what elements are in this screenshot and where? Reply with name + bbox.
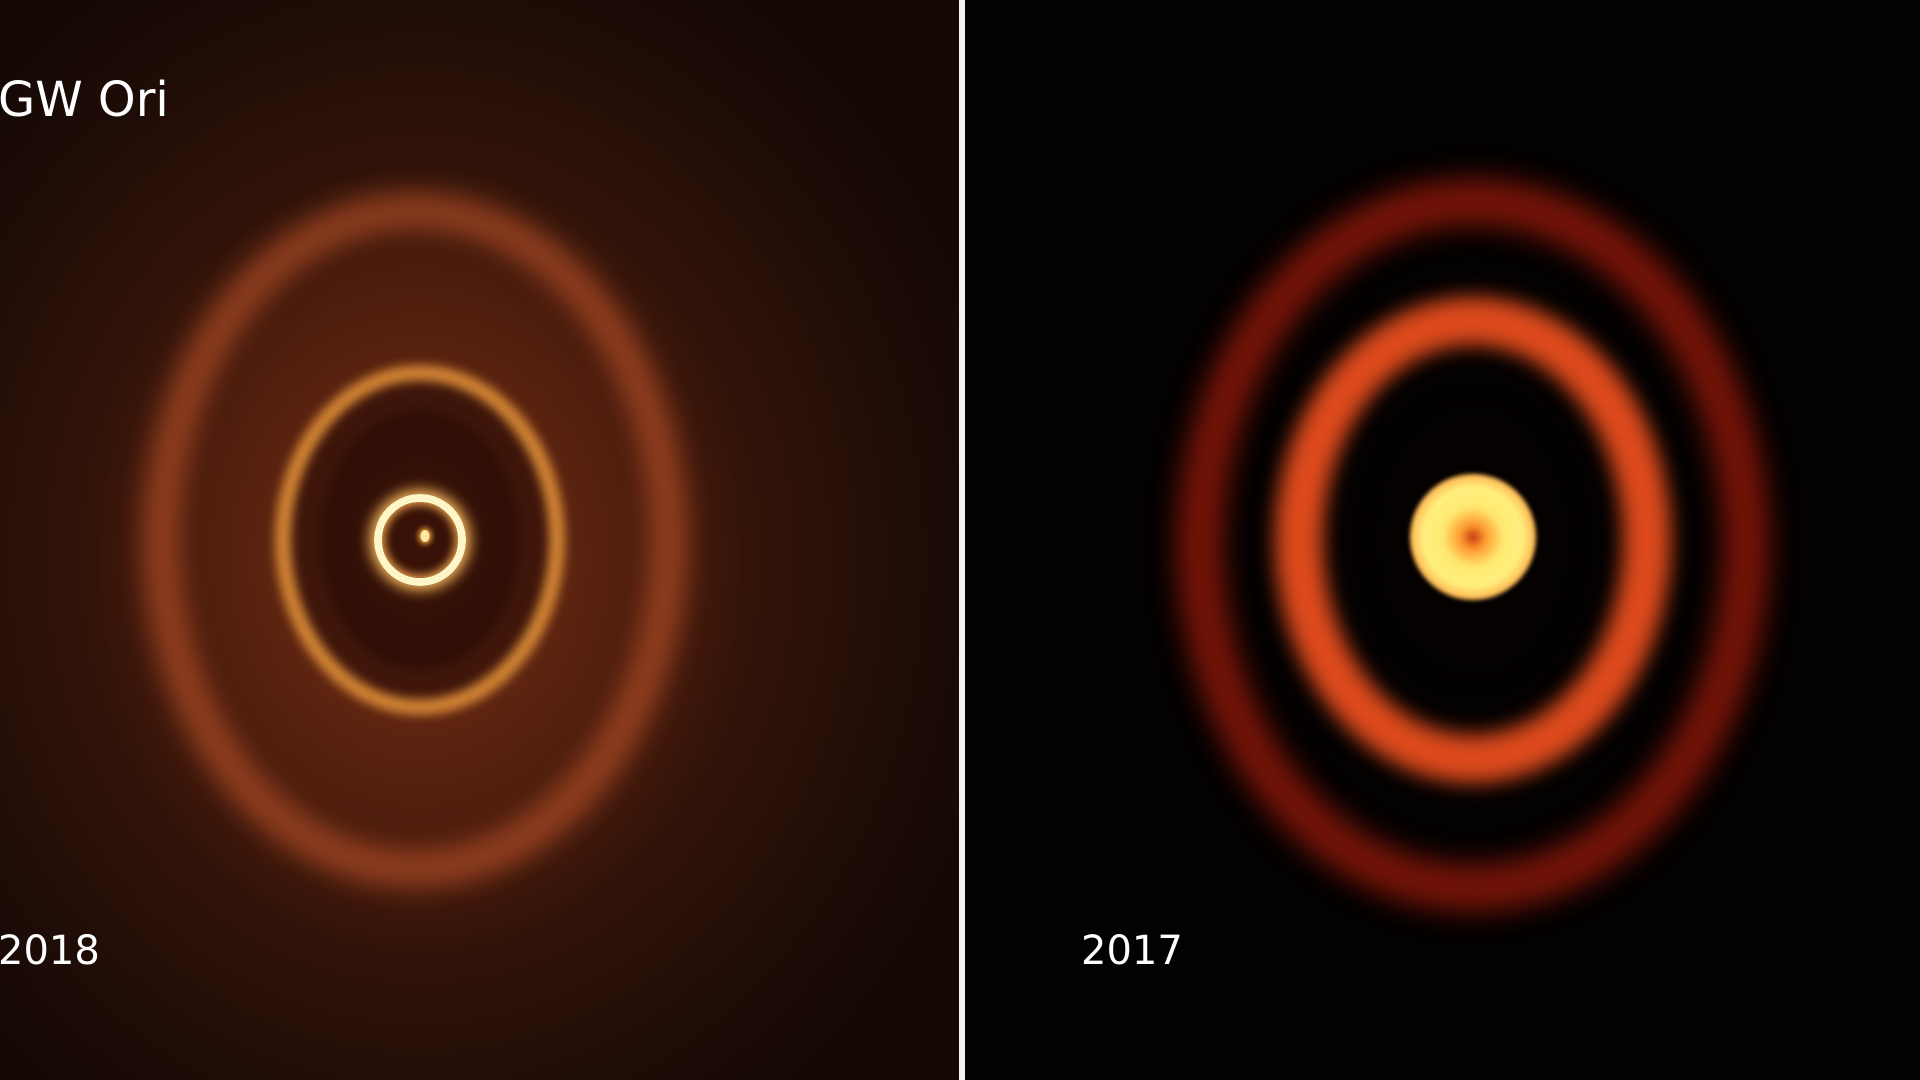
- title-label: GW Ori: [0, 72, 169, 128]
- year-label-2017: 2017: [1081, 928, 1183, 974]
- image-panel-2017: 2017: [965, 0, 1920, 1080]
- panel-divider: [959, 0, 965, 1080]
- central-star: [420, 530, 430, 542]
- image-panel-2018: GW Ori 2018: [0, 0, 959, 1080]
- central-core: [1410, 474, 1536, 600]
- inner-ring: [374, 494, 466, 586]
- year-label-2018: 2018: [0, 928, 100, 974]
